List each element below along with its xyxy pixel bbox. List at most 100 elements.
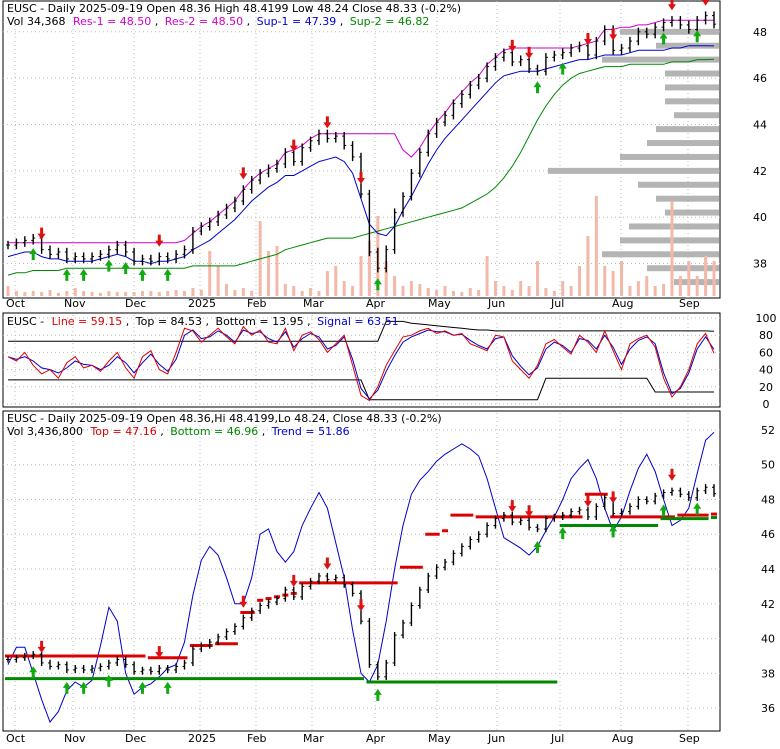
- volume-bar: [527, 286, 531, 296]
- x-tick-label: 2025: [188, 297, 216, 310]
- x-tick-label: Oct: [6, 297, 26, 310]
- y-tick-label: 44: [761, 563, 775, 576]
- volume-bar: [174, 290, 178, 296]
- volume-bar: [493, 281, 497, 296]
- y-tick-label: 42: [761, 598, 775, 611]
- buy-arrow: [29, 248, 38, 261]
- price-title: EUSC - Daily 2025-09-19 Open 48.36 High …: [7, 2, 461, 15]
- sell-arrow: [289, 139, 298, 152]
- separator: ,: [126, 315, 130, 328]
- volume-bar: [384, 261, 388, 296]
- volume-bar: [23, 292, 27, 296]
- buy-arrow: [693, 502, 702, 515]
- volume-bar: [435, 290, 439, 296]
- buy-arrow: [533, 541, 542, 554]
- volume-bar: [292, 286, 296, 296]
- buy-arrow: [79, 681, 88, 694]
- osc-top-label: Top = 84.53: [135, 315, 202, 328]
- volume-profile-bar: [620, 153, 719, 160]
- volume-bar: [157, 292, 161, 296]
- volume-bar: [636, 281, 640, 296]
- buy-arrow: [104, 259, 113, 272]
- sell-arrow: [239, 167, 248, 180]
- x-tick-label: Oct: [6, 732, 26, 745]
- volume-bar: [477, 290, 481, 296]
- volume-bar: [140, 291, 144, 296]
- buy-arrow: [163, 681, 172, 694]
- sell-arrow: [508, 39, 517, 52]
- osc-top-line: [8, 320, 715, 342]
- bands-volume: Vol 3,436,800: [7, 425, 83, 438]
- volume-bar: [578, 266, 582, 296]
- x-tick-label: Jul: [550, 732, 564, 745]
- x-tick-label: Dec: [125, 297, 146, 310]
- volume-bar: [401, 286, 405, 296]
- y-tick-label: 40: [753, 211, 767, 224]
- volume-profile-bar: [602, 251, 719, 258]
- sell-arrow: [609, 28, 618, 41]
- trend-line: [7, 431, 715, 723]
- sell-arrow: [37, 640, 46, 653]
- buy-arrow: [163, 268, 172, 281]
- volume-bar: [6, 286, 10, 296]
- volume-profile-bar: [647, 140, 719, 147]
- volume-bar: [653, 286, 657, 296]
- sell-arrow: [667, 468, 676, 481]
- sell-arrow: [155, 646, 164, 659]
- volume-profile-bar: [665, 84, 719, 91]
- separator: ,: [155, 15, 159, 28]
- volume-bar: [662, 284, 666, 296]
- volume-profile-bar: [638, 181, 719, 188]
- volume-bar: [426, 288, 430, 296]
- volume-bar: [451, 291, 455, 296]
- volume-bar: [241, 288, 245, 296]
- sup1-label: Sup-1 = 47.39: [257, 15, 337, 28]
- buy-arrow: [79, 268, 88, 281]
- volume-bar: [468, 288, 472, 296]
- volume-bar: [65, 291, 69, 296]
- sell-arrow: [357, 599, 365, 612]
- buy-arrow: [121, 261, 130, 274]
- volume-bar: [14, 291, 18, 296]
- volume-bar: [569, 286, 573, 296]
- volume-profile-bar: [548, 167, 719, 174]
- x-tick-label: Jun: [487, 297, 505, 310]
- volume-profile-bar: [656, 126, 719, 133]
- y-tick-label: 38: [761, 667, 775, 680]
- osc-main-line: [7, 325, 715, 402]
- volume-bar: [561, 281, 565, 296]
- buy-arrow: [373, 688, 382, 701]
- x-tick-label: Apr: [366, 732, 386, 745]
- volume-profile-bar: [656, 195, 719, 202]
- res2-label: Res-2 = 48.50: [165, 15, 243, 28]
- separator: ,: [307, 315, 311, 328]
- buy-arrow: [138, 681, 147, 694]
- x-tick-label: Nov: [64, 732, 86, 745]
- volume-bar: [510, 290, 514, 296]
- bands-panel-frame: [2, 410, 721, 732]
- volume-bar: [283, 284, 287, 296]
- volume-bar: [317, 291, 321, 296]
- volume-bar: [149, 291, 153, 296]
- osc-bottom-label: Bottom = 13.95: [216, 315, 304, 328]
- volume-bar: [56, 293, 60, 296]
- volume-bar: [132, 292, 136, 296]
- y-tick-label: 40: [759, 364, 773, 377]
- sell-arrow: [155, 234, 164, 247]
- volume-bar: [687, 261, 691, 296]
- volume-bar: [166, 291, 170, 296]
- volume-bar: [502, 286, 506, 296]
- buy-arrow: [62, 268, 71, 281]
- y-tick-label: 44: [753, 119, 767, 132]
- y-tick-label: 38: [753, 258, 767, 271]
- volume-bar: [325, 271, 329, 296]
- y-tick-label: 46: [753, 72, 767, 85]
- y-tick-label: 50: [761, 459, 775, 472]
- x-tick-label: Jun: [487, 732, 505, 745]
- volume-bar: [98, 293, 102, 296]
- volume-bar: [586, 236, 590, 296]
- bands-title: EUSC - Daily 2025-09-19 Open 48.36,Hi 48…: [7, 412, 442, 425]
- volume-bar: [552, 291, 556, 296]
- volume-bar: [460, 292, 464, 296]
